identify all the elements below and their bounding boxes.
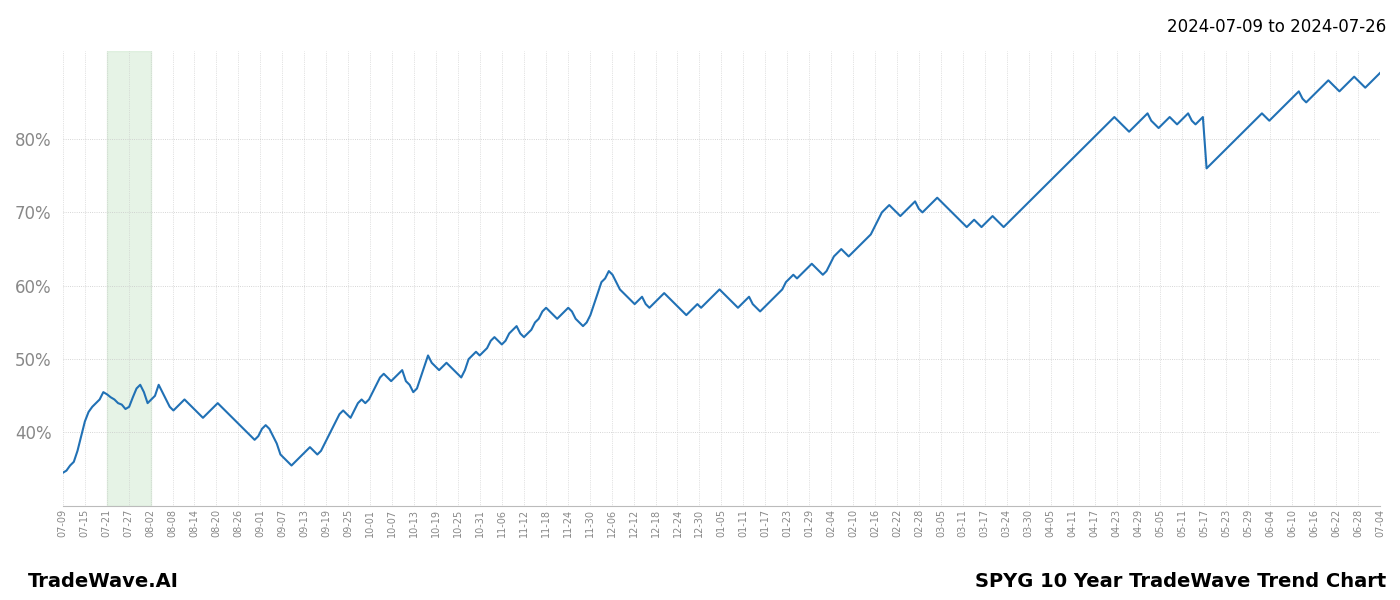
Text: 2024-07-09 to 2024-07-26: 2024-07-09 to 2024-07-26	[1166, 18, 1386, 36]
Text: TradeWave.AI: TradeWave.AI	[28, 572, 179, 591]
Text: SPYG 10 Year TradeWave Trend Chart: SPYG 10 Year TradeWave Trend Chart	[974, 572, 1386, 591]
Bar	[106, 51, 151, 506]
